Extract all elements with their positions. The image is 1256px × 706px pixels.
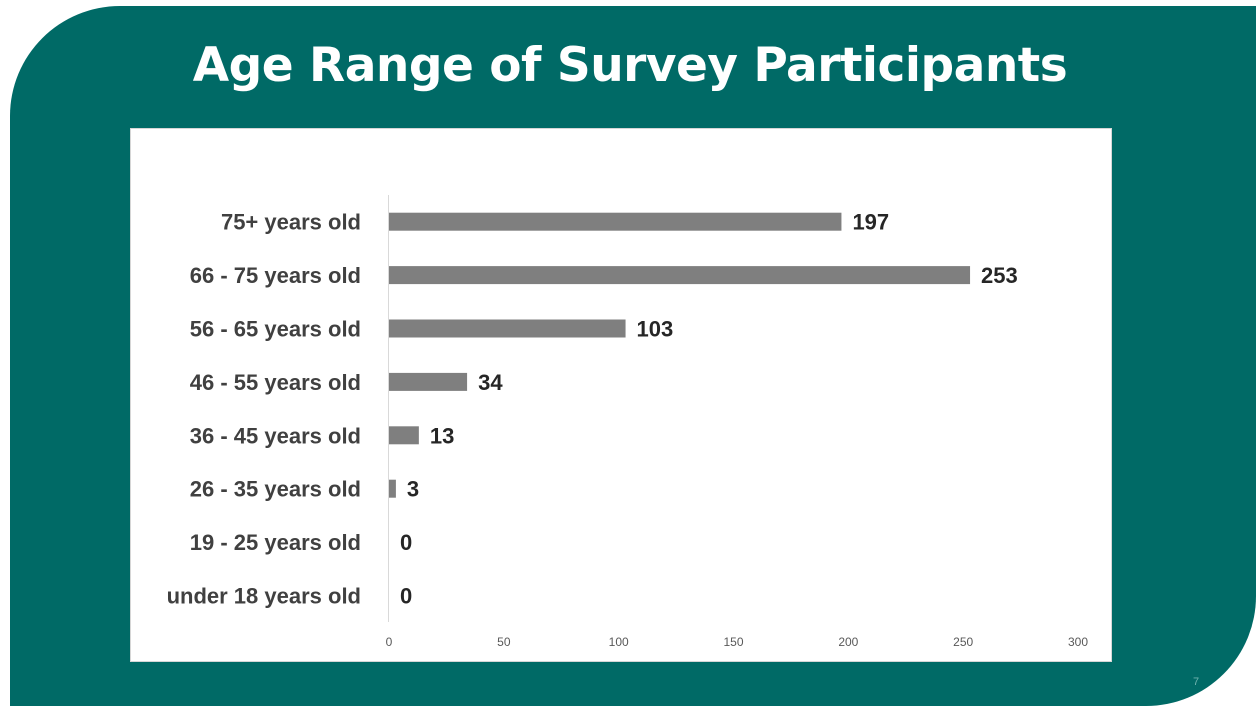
category-label: 46 - 55 years old: [190, 370, 361, 395]
bar: [389, 212, 842, 231]
page-number: 7: [1193, 676, 1200, 688]
bar: [389, 372, 468, 391]
data-label: 197: [852, 210, 889, 235]
category-label: 19 - 25 years old: [190, 530, 361, 555]
bar: [389, 479, 396, 498]
data-label: 0: [400, 530, 412, 555]
data-label: 13: [430, 423, 454, 448]
category-label: 56 - 65 years old: [190, 317, 361, 342]
bar: [389, 266, 971, 285]
x-tick-label: 50: [497, 635, 511, 649]
bar: [389, 319, 626, 338]
x-tick-label: 0: [386, 635, 393, 649]
category-label: 26 - 35 years old: [190, 477, 361, 502]
category-label: 75+ years old: [221, 210, 361, 235]
bar: [389, 426, 419, 445]
category-labels: 75+ years old 66 - 75 years old 56 - 65 ye…: [167, 210, 361, 609]
data-label: 34: [478, 370, 503, 395]
value-labels: 197 253 103 34 13 3 0 0: [400, 210, 1018, 609]
x-tick-label: 250: [953, 635, 973, 649]
data-label: 253: [981, 263, 1018, 288]
data-label: 103: [637, 317, 674, 342]
bars-layer: [389, 212, 971, 498]
category-label: under 18 years old: [167, 584, 361, 609]
x-tick-label: 150: [723, 635, 743, 649]
x-tick-label: 200: [838, 635, 858, 649]
x-tick-label: 100: [609, 635, 629, 649]
data-label: 3: [407, 477, 419, 502]
category-label: 66 - 75 years old: [190, 263, 361, 288]
x-tick-label: 300: [1068, 635, 1088, 649]
data-label: 0: [400, 584, 412, 609]
slide-title: Age Range of Survey Participants: [192, 38, 1068, 93]
category-label: 36 - 45 years old: [190, 423, 361, 448]
x-axis-ticks: 0 50 100 150 200 250 300: [386, 635, 1089, 649]
